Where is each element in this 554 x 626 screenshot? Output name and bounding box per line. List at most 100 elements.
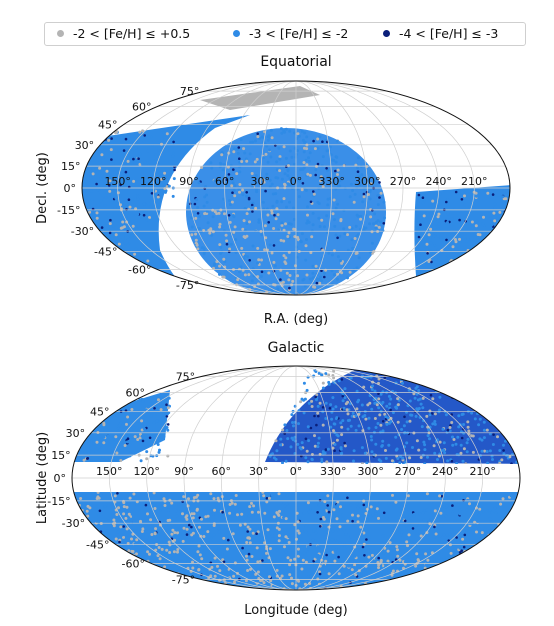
- star-point: [302, 511, 306, 515]
- star-point: [316, 445, 320, 449]
- star-point: [358, 183, 362, 187]
- star-point: [426, 252, 429, 255]
- star-point: [64, 258, 67, 261]
- star-point: [364, 417, 368, 421]
- star-point: [523, 564, 526, 567]
- star-point: [296, 178, 299, 182]
- star-point: [97, 239, 101, 243]
- star-point: [313, 414, 316, 418]
- star-point: [288, 573, 292, 577]
- star-point: [284, 459, 288, 463]
- star-point: [301, 182, 305, 185]
- star-point: [343, 387, 347, 391]
- star-point: [485, 249, 488, 253]
- star-point: [74, 284, 77, 287]
- star-point: [334, 160, 338, 164]
- star-point: [72, 420, 76, 424]
- star-point: [304, 244, 308, 248]
- star-point: [141, 584, 145, 588]
- star-point: [134, 213, 137, 217]
- star-point: [370, 388, 374, 391]
- star-point: [475, 405, 479, 409]
- star-point: [233, 194, 237, 198]
- star-point: [275, 160, 279, 164]
- star-point: [153, 532, 157, 536]
- star-point: [513, 405, 517, 409]
- star-point: [489, 520, 493, 524]
- star-point: [135, 552, 138, 556]
- star-point: [398, 594, 401, 597]
- star-point: [125, 422, 128, 426]
- star-point: [480, 531, 484, 535]
- star-point: [374, 442, 378, 446]
- star-point: [426, 524, 429, 528]
- star-point: [517, 250, 520, 253]
- star-point: [378, 181, 381, 184]
- star-point: [433, 279, 437, 283]
- star-point: [310, 453, 314, 456]
- star-point: [304, 158, 308, 162]
- star-point: [315, 281, 319, 285]
- star-point: [312, 529, 315, 533]
- star-point: [304, 437, 308, 441]
- star-point: [332, 508, 336, 512]
- star-point: [103, 580, 107, 584]
- star-point: [296, 274, 300, 278]
- star-point: [523, 528, 526, 531]
- star-point: [82, 395, 85, 399]
- star-point: [442, 448, 446, 452]
- star-point: [448, 385, 452, 388]
- star-point: [415, 407, 419, 411]
- star-point: [421, 511, 425, 515]
- star-point: [433, 231, 437, 235]
- star-point: [217, 588, 221, 590]
- star-point: [84, 177, 87, 181]
- star-point: [230, 566, 234, 570]
- star-point: [518, 509, 520, 513]
- star-point: [91, 129, 95, 133]
- star-point: [471, 281, 475, 285]
- star-point: [374, 512, 378, 516]
- star-point: [498, 229, 501, 233]
- star-point: [353, 563, 357, 567]
- star-point: [286, 169, 290, 173]
- star-point: [277, 539, 281, 543]
- star-point: [509, 287, 510, 291]
- star-point: [334, 169, 337, 173]
- star-point: [155, 568, 158, 572]
- star-point: [351, 513, 354, 517]
- star-point: [314, 531, 318, 535]
- star-point: [96, 267, 100, 271]
- star-point: [288, 592, 291, 595]
- star-point: [334, 538, 338, 542]
- star-point: [528, 285, 531, 288]
- star-point: [115, 406, 119, 410]
- star-point: [460, 549, 464, 552]
- gal-region-south: [72, 492, 520, 590]
- star-point: [396, 397, 400, 401]
- star-point: [496, 379, 500, 382]
- star-point: [211, 215, 215, 219]
- star-point: [114, 458, 118, 462]
- star-point: [450, 217, 454, 220]
- star-point: [496, 570, 500, 574]
- star-point: [103, 554, 107, 557]
- star-point: [307, 220, 311, 224]
- star-point: [474, 259, 478, 263]
- star-point: [474, 194, 478, 198]
- star-point: [92, 442, 96, 446]
- star-point: [140, 530, 144, 533]
- star-point: [150, 395, 153, 399]
- star-point: [68, 415, 71, 418]
- star-point: [428, 372, 432, 376]
- star-point: [111, 260, 114, 263]
- star-point: [237, 187, 241, 191]
- star-point: [168, 543, 172, 547]
- star-point: [474, 553, 478, 557]
- star-point: [348, 195, 352, 199]
- star-point: [61, 442, 64, 445]
- star-point: [438, 440, 442, 444]
- star-point: [98, 562, 102, 566]
- star-point: [372, 180, 376, 184]
- star-point: [482, 389, 486, 393]
